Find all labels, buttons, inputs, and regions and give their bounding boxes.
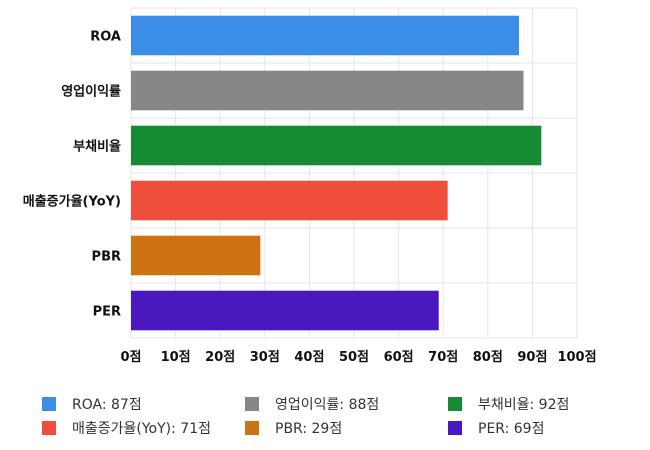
legend-label-pbr: PBR: 29점 <box>275 421 343 437</box>
x-tick-label: 60점 <box>384 350 414 365</box>
legend-swatch-revenue-growth <box>42 421 56 435</box>
legend-swatch-roa <box>42 397 56 411</box>
legend-label-roa: ROA: 87점 <box>72 397 142 413</box>
bar <box>131 15 520 56</box>
x-tick-label: 80점 <box>473 350 503 365</box>
x-tick-label: 20점 <box>205 350 235 365</box>
x-tick-label: 50점 <box>339 350 369 365</box>
bar <box>131 290 439 331</box>
category-label: 영업이익률 <box>61 84 121 100</box>
bar-layer <box>131 15 542 331</box>
grid-layer <box>130 7 578 339</box>
legend-label-debt-ratio: 부채비율: 92점 <box>478 397 570 413</box>
label-layer: 0점 10점 20점 30점 40점 50점 60점 70점 80점 90점 100점 ROA 영업이익… <box>23 30 597 366</box>
legend-item-revenue-growth: 매출증가율(YoY): 71점 <box>42 418 211 438</box>
x-tick-label: 0점 <box>120 350 141 365</box>
x-tick-label: 10점 <box>161 350 191 365</box>
bar <box>131 235 261 276</box>
legend: ROA: 87점 영업이익률: 88점 부채비율: 92점 매출증가율(YoY)… <box>0 386 650 446</box>
legend-item-pbr: PBR: 29점 <box>245 418 342 438</box>
x-tick-label: 100점 <box>557 350 596 365</box>
legend-label-per: PER: 69점 <box>478 421 545 437</box>
x-tick-label: 90점 <box>517 350 547 365</box>
legend-swatch-pbr <box>245 421 259 435</box>
category-label: ROA <box>90 30 121 45</box>
legend-item-per: PER: 69점 <box>448 418 544 438</box>
legend-item-debt-ratio: 부채비율: 92점 <box>448 394 569 414</box>
bar <box>131 125 542 166</box>
legend-item-operating-margin: 영업이익률: 88점 <box>245 394 379 414</box>
x-tick-label: 30점 <box>250 350 280 365</box>
x-tick-label: 70점 <box>428 350 458 365</box>
legend-label-revenue-growth: 매출증가율(YoY): 71점 <box>72 421 211 437</box>
legend-label-operating-margin: 영업이익률: 88점 <box>275 397 380 413</box>
legend-swatch-per <box>448 421 462 435</box>
x-tick-label: 40점 <box>294 350 324 365</box>
legend-swatch-operating-margin <box>245 397 259 411</box>
category-label: 부채비율 <box>73 139 121 155</box>
bar <box>131 180 448 221</box>
legend-item-roa: ROA: 87점 <box>42 394 142 414</box>
category-label: PER <box>93 305 121 320</box>
category-label: 매출증가율(YoY) <box>23 194 121 210</box>
legend-swatch-debt-ratio <box>448 397 462 411</box>
bar-chart: 0점 10점 20점 30점 40점 50점 60점 70점 80점 90점 100점 ROA 영업이익… <box>23 7 597 366</box>
category-label: PBR <box>92 250 121 265</box>
bar <box>131 70 524 111</box>
